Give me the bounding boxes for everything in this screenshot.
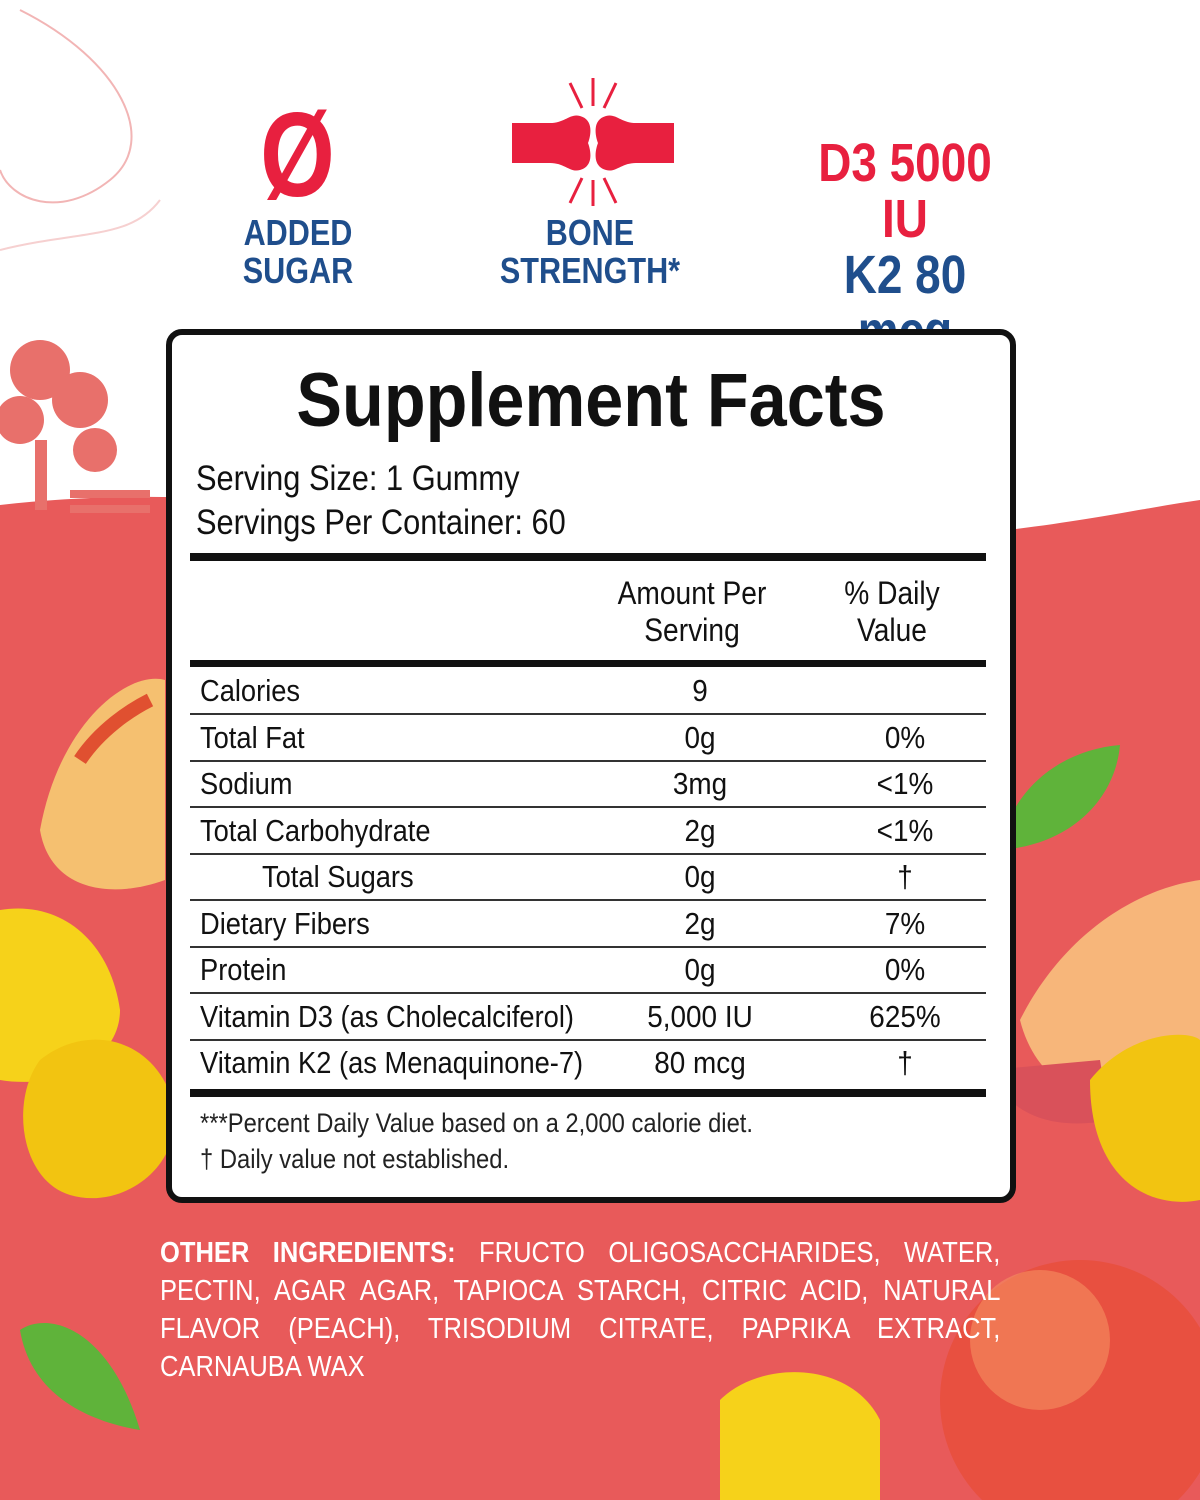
bone-strength-badge: BONE STRENGTH* [488, 214, 692, 290]
nutrient-name: Calories [200, 673, 301, 708]
col-header-line: Serving [644, 612, 740, 648]
nutrient-amount: 2g [684, 905, 716, 941]
gummy-left [0, 908, 176, 1199]
nutrient-name: Protein [200, 952, 287, 987]
badge-line: ADDED [243, 212, 353, 253]
gummy-right [1090, 1034, 1200, 1202]
nutrient-name: Dietary Fibers [200, 905, 370, 941]
nutrient-amount: 3mg [672, 766, 728, 801]
badge-line: SUGAR [242, 250, 354, 291]
ingredients-text: FRUCTO OLIGOSACCHARIDES, WATER, PECTIN, … [160, 1237, 1001, 1383]
table-row: Calories 9 [190, 667, 986, 715]
col-header-amount: Amount Per Serving [613, 575, 771, 649]
leaf-bottom-left [20, 1323, 140, 1430]
footnote-dagger: † Daily value not established. [200, 1144, 510, 1174]
nutrient-dv: 0% [884, 719, 926, 755]
table-row: Protein 0g 0% [190, 946, 986, 994]
nutrient-name: Sodium [200, 766, 293, 801]
ingredients-label: OTHER INGREDIENTS: [160, 1237, 456, 1269]
badge-line: STRENGTH* [499, 250, 681, 291]
nutrient-amount: 0g [684, 859, 716, 894]
col-header-line: Amount Per [617, 575, 767, 611]
col-header-line: Value [857, 612, 927, 648]
facts-title: Supplement Facts [296, 358, 886, 443]
col-header-line: % Daily [844, 575, 940, 611]
tree-illustration [0, 340, 150, 513]
bone-joint-icon [512, 78, 674, 206]
footnote-dv: ***Percent Daily Value based on a 2,000 … [200, 1108, 753, 1138]
serving-info: Serving Size: 1 Gummy Servings Per Conta… [196, 457, 566, 545]
nutrient-name: Vitamin K2 (as Menaquinone-7) [200, 1045, 584, 1080]
table-row: Vitamin D3 (as Cholecalciferol) 5,000 IU 6… [190, 993, 986, 1041]
peach-slice-left [40, 678, 165, 890]
gummy-bottom [720, 1372, 880, 1500]
table-row: Vitamin K2 (as Menaquinone-7) 80 mcg † [190, 1039, 986, 1085]
nutrient-amount: 2g [684, 812, 716, 848]
nutrient-name: Total Carbohydrate [200, 812, 431, 848]
badge-line: BONE [545, 212, 635, 253]
nutrient-dv: 625% [869, 998, 941, 1034]
table-row: Total Sugars 0g † [190, 853, 986, 901]
leaf-right [1000, 745, 1120, 850]
zero-icon: Ø [260, 88, 335, 222]
supplement-facts-panel: Supplement Facts Serving Size: 1 Gummy S… [166, 329, 1016, 1203]
divider [190, 660, 986, 667]
divider [190, 1089, 986, 1097]
divider [190, 553, 986, 561]
nutrient-amount: 0g [684, 719, 716, 755]
nutrient-amount: 5,000 IU [647, 998, 753, 1034]
nutrient-amount: 0g [684, 952, 716, 987]
nutrient-dv: 0% [884, 952, 926, 987]
serving-size: Serving Size: 1 Gummy [196, 459, 520, 498]
nutrient-amount: 80 mcg [654, 1045, 746, 1080]
nutrient-dv: † [897, 1045, 913, 1080]
other-ingredients: OTHER INGREDIENTS: FRUCTO OLIGOSACCHARID… [160, 1234, 1000, 1386]
nutrient-dv: † [897, 859, 913, 894]
table-row: Dietary Fibers 2g 7% [190, 900, 986, 948]
dose-d3: D3 5000 IU [818, 133, 992, 249]
table-row: Total Fat 0g 0% [190, 714, 986, 762]
nutrient-dv: 7% [884, 905, 926, 941]
nutrient-dv: <1% [876, 812, 934, 848]
nutrient-name: Total Fat [200, 719, 305, 755]
col-header-dv: % Daily Value [822, 575, 963, 649]
nutrient-dv: <1% [876, 766, 934, 801]
table-row: Sodium 3mg <1% [190, 760, 986, 808]
servings-per-container: Servings Per Container: 60 [196, 503, 566, 542]
table-row: Total Carbohydrate 2g <1% [190, 807, 986, 855]
dose-badge: D3 5000 IU K2 80 mcg [790, 135, 1020, 359]
added-sugar-badge: ADDED SUGAR [239, 214, 358, 290]
whole-peach [940, 1260, 1200, 1500]
footnotes: ***Percent Daily Value based on a 2,000 … [200, 1105, 753, 1177]
nutrient-amount: 9 [692, 673, 708, 708]
nutrient-name: Total Sugars [262, 859, 414, 894]
nutrient-name: Vitamin D3 (as Cholecalciferol) [200, 998, 574, 1034]
